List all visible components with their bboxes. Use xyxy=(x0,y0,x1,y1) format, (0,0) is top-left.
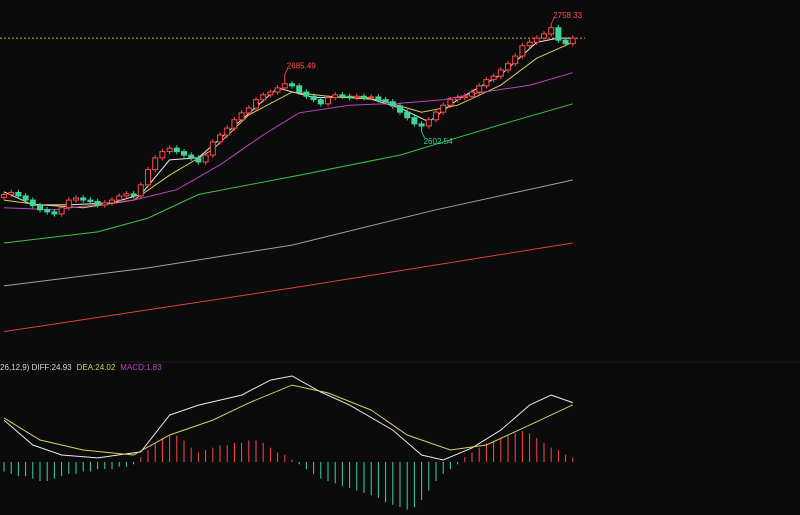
price-label-pointer xyxy=(421,131,425,139)
candle-body xyxy=(181,151,187,156)
candle-body xyxy=(231,119,238,129)
candle-body xyxy=(202,154,209,163)
macd-legend-item: DEA:24.02 xyxy=(77,363,116,372)
candle-body xyxy=(73,197,79,201)
candle-body xyxy=(555,27,562,41)
candle-body xyxy=(209,141,216,156)
candle-body xyxy=(569,37,576,45)
candle-body xyxy=(447,99,454,106)
candle-body xyxy=(533,37,540,43)
price-label-pointer xyxy=(284,68,289,75)
price-label: 2685.49 xyxy=(287,62,316,71)
candle-body xyxy=(303,91,310,97)
candle-body xyxy=(454,97,461,101)
candle-body xyxy=(289,83,295,87)
candle-body xyxy=(58,207,65,215)
candle-body xyxy=(80,197,87,201)
candle-body xyxy=(123,193,130,197)
candle-body xyxy=(461,95,468,99)
candle-body xyxy=(224,127,231,136)
candle-body xyxy=(361,95,367,99)
candle-body xyxy=(490,75,497,81)
candle-body xyxy=(512,55,519,65)
candle-body xyxy=(346,95,353,99)
candle-body xyxy=(375,96,382,101)
candle-body xyxy=(274,87,281,93)
candle-body xyxy=(51,211,58,215)
candle-body xyxy=(109,199,115,204)
candle-body xyxy=(173,147,180,153)
candle-body xyxy=(310,95,317,101)
candle-body xyxy=(505,63,511,71)
moving-average-line xyxy=(3,72,573,211)
candle-body xyxy=(541,33,547,39)
candle-body xyxy=(130,193,137,197)
candle-body xyxy=(281,83,288,89)
candle-body xyxy=(8,191,15,196)
candle-body xyxy=(94,200,101,206)
candle-body xyxy=(368,96,375,99)
candle-body xyxy=(353,95,360,99)
candle-body xyxy=(267,91,274,96)
price-label-pointer xyxy=(550,17,555,25)
macd-legend-item: MACD:1.83 xyxy=(120,363,162,372)
candle-body xyxy=(159,151,166,159)
candle-body xyxy=(137,184,144,197)
candle-body xyxy=(238,112,245,121)
price-label: 2602.54 xyxy=(424,137,453,146)
candle-body xyxy=(65,199,72,209)
candle-body xyxy=(469,91,475,97)
candle-body xyxy=(166,147,173,153)
candle-body xyxy=(44,209,51,213)
candle-body xyxy=(296,85,303,93)
candle-body xyxy=(22,195,29,201)
candle-body xyxy=(317,99,324,105)
moving-average-line xyxy=(3,179,573,287)
candle-body xyxy=(29,199,36,207)
candle-body xyxy=(497,69,504,77)
candle-body xyxy=(332,94,339,99)
price-label: 2758.33 xyxy=(553,11,582,20)
candle-body xyxy=(404,111,411,119)
candle-body xyxy=(145,169,151,186)
candle-body xyxy=(425,119,432,127)
candle-body xyxy=(418,123,425,127)
candle-body xyxy=(526,41,533,47)
candle-body xyxy=(339,94,346,97)
candle-body xyxy=(260,94,267,101)
candle-body xyxy=(116,195,123,201)
moving-average-line xyxy=(3,103,573,244)
moving-average-line xyxy=(3,242,573,333)
candle-body xyxy=(37,205,43,211)
candle-body xyxy=(440,104,447,113)
candle-body xyxy=(548,27,555,35)
candle-body xyxy=(245,107,252,114)
candle-body xyxy=(188,154,195,159)
dea-line xyxy=(3,384,574,456)
candle-body xyxy=(253,99,259,109)
candle-body xyxy=(433,111,439,121)
candle-body xyxy=(15,191,22,197)
candle-body xyxy=(325,97,331,105)
candle-body xyxy=(519,45,526,57)
candle-body xyxy=(476,85,483,93)
candle-body xyxy=(195,157,202,163)
candle-body xyxy=(389,101,396,107)
candle-body xyxy=(1,194,7,198)
candle-body xyxy=(101,202,108,206)
diff-line xyxy=(3,375,573,461)
candle-body xyxy=(87,199,94,202)
candle-body xyxy=(411,117,418,125)
candle-body xyxy=(483,79,490,87)
candle-body xyxy=(562,39,569,45)
candle-body xyxy=(152,157,159,171)
candle-body xyxy=(397,105,403,113)
candle-body xyxy=(217,134,223,143)
candle-body xyxy=(382,99,389,103)
macd-legend-item: 26,12,9) DIFF:24.93 xyxy=(0,363,72,372)
macd-legend: 26,12,9) DIFF:24.93 DEA:24.02 MACD:1.83 xyxy=(0,363,162,372)
